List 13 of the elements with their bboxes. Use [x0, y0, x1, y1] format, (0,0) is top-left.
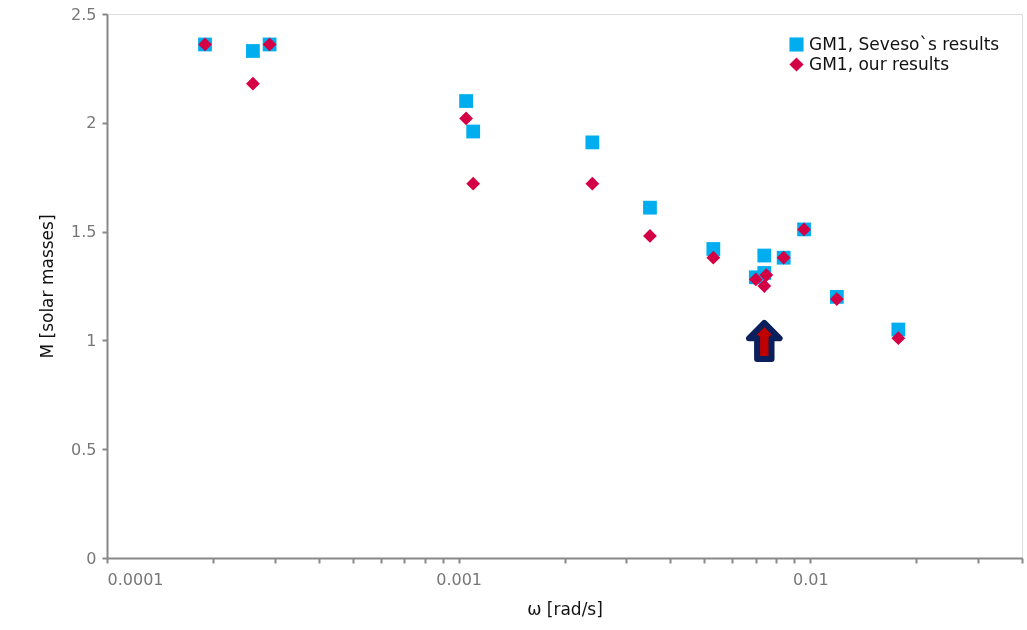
y-tick-label: 0.5: [71, 439, 97, 459]
legend-label: GM1, Seveso`s results: [809, 33, 1000, 54]
y-tick-label: 2.5: [71, 4, 97, 24]
y-tick-label: 1.5: [71, 222, 97, 242]
x-tick-label: 0.001: [436, 569, 483, 589]
legend-label: GM1, our results: [809, 53, 950, 74]
x-tick-label: 0.01: [792, 569, 829, 589]
y-tick-label: 0: [86, 548, 97, 568]
y-tick-label: 1: [86, 330, 97, 350]
y-axis-title: M [solar masses]: [37, 214, 58, 359]
y-tick-label: 2: [86, 113, 97, 133]
x-axis-title: ω [rad/s]: [527, 598, 603, 619]
x-tick-label: 0.0001: [107, 569, 164, 589]
